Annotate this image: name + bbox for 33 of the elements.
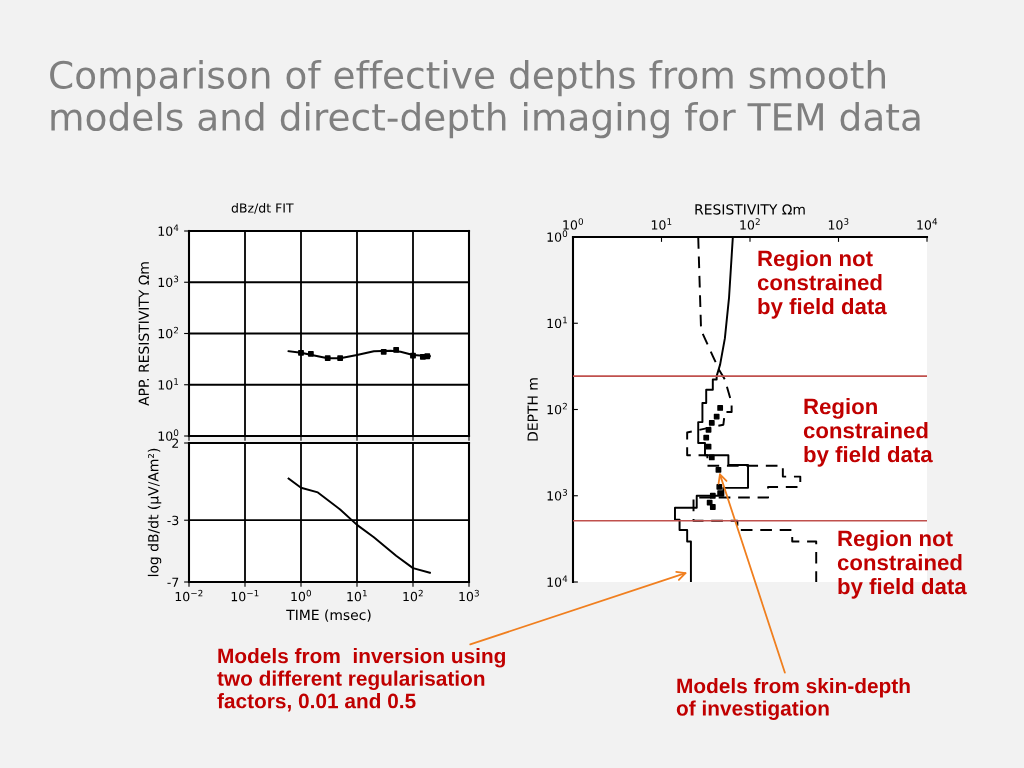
chart-subtitle: dBz/dt FIT <box>231 203 294 214</box>
y-tick-label: -3 <box>167 515 179 526</box>
y-axis-title: APP. RESISTIVITY Ωm <box>138 262 150 406</box>
annotation: Region not constrained by field data <box>837 530 967 599</box>
y-tick-label: 10$^{3}$ <box>158 275 179 288</box>
y-tick-label: -7 <box>167 577 179 587</box>
x-tick-label: 10$^{1}$ <box>651 218 672 230</box>
chart-title: Comparison of effective depths from smooth models and direct-depth imaging for TEM data <box>50 60 920 139</box>
y-tick-label: 10$^{4}$ <box>547 575 568 587</box>
y-tick-label: 10$^{3}$ <box>547 489 568 501</box>
x-tick-label: 10$^{4}$ <box>917 218 938 230</box>
y-tick-label: 10$^{0}$ <box>547 230 568 242</box>
x-tick-label: 10$^{0}$ <box>291 589 312 602</box>
x-tick-label: 10$^{3}$ <box>459 589 479 602</box>
y-tick-label: 10$^{2}$ <box>547 402 567 415</box>
x-tick-label: 10$^{1}$ <box>347 589 367 602</box>
x-tick-label: 10$^{3}$ <box>828 218 849 230</box>
annotation: Models from skin-depth of investigation <box>676 678 910 720</box>
x-tick-label: 10$^{2}$ <box>403 589 423 602</box>
y-axis-title: DEPTH m <box>527 378 538 441</box>
annotation: Region constrained by field data <box>803 398 933 467</box>
x-axis-title: RESISTIVITY Ωm <box>695 204 805 215</box>
x-axis-title: TIME (msec) <box>286 609 371 622</box>
y-tick-label: 10$^{1}$ <box>547 316 567 329</box>
y-tick-label: 10$^{2}$ <box>158 326 178 339</box>
annotation: Region not constrained by field data <box>757 250 887 319</box>
y-tick-label: 10$^{1}$ <box>158 378 179 390</box>
x-tick-label: 10$^{2}$ <box>740 218 760 230</box>
x-tick-label: 10$^{0}$ <box>563 218 584 230</box>
y-axis-title: log dB/dt (μV/Am²) <box>147 448 162 577</box>
x-tick-label: 10$^{−1}$ <box>231 589 259 602</box>
annotation: Models from inversion using two different regularisation factors, 0.01 and 0.5 <box>217 648 505 712</box>
x-tick-label: 10$^{−2}$ <box>175 589 203 602</box>
